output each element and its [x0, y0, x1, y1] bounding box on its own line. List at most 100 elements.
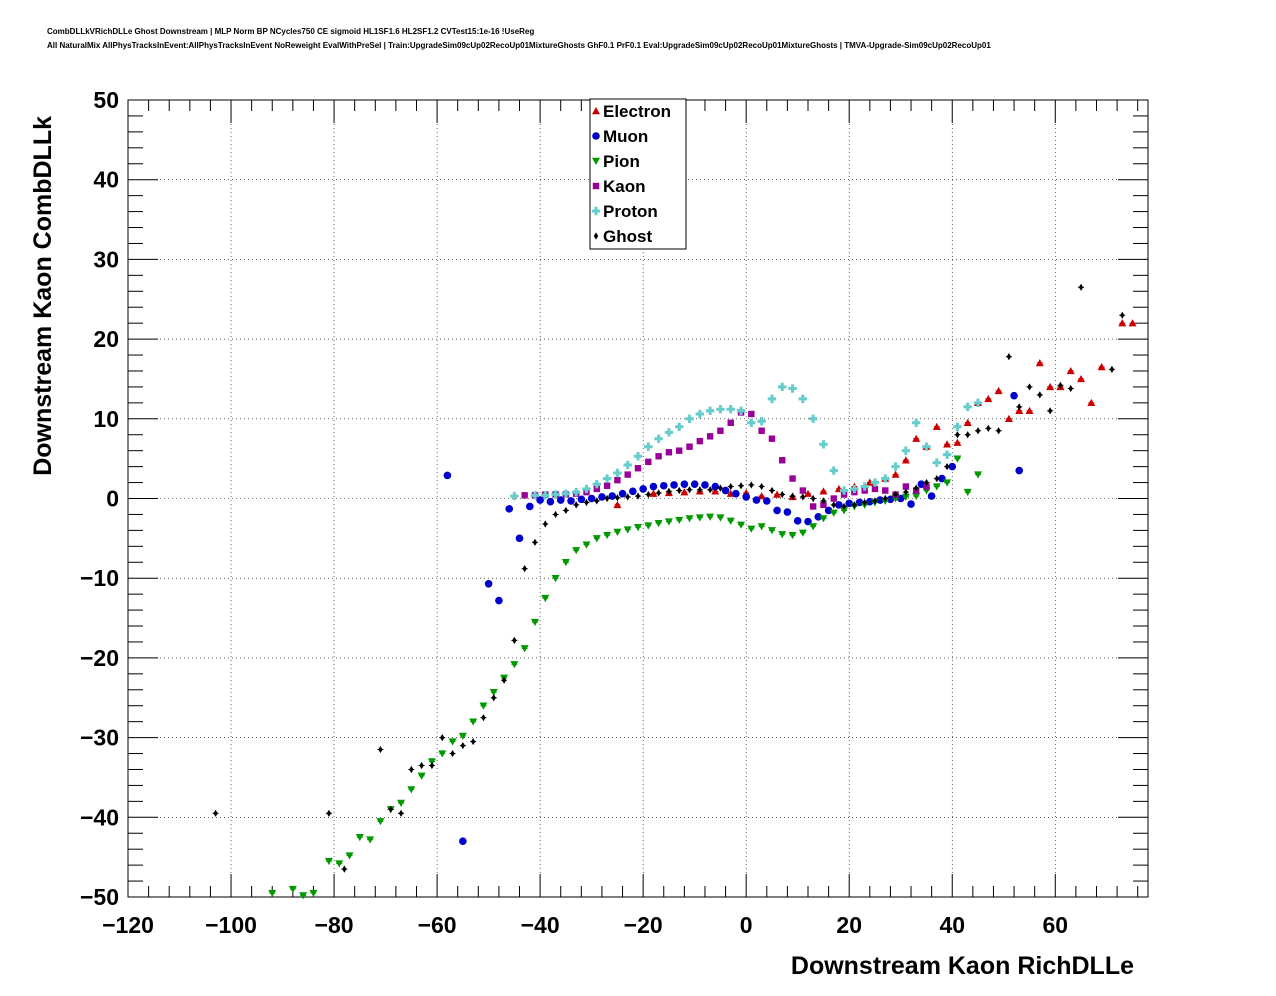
muon-point [618, 489, 627, 498]
ghost-point [604, 494, 610, 503]
muon-point [752, 496, 761, 504]
y-axis-title: Downstream Kaon CombDLLk [29, 116, 57, 476]
pion-point [530, 618, 539, 627]
ghost-point [646, 490, 651, 499]
electron-point [1087, 398, 1096, 407]
electron-point [680, 488, 689, 496]
legend-label-proton: Proton [603, 202, 658, 221]
ghost-point [501, 676, 507, 684]
muon-point [495, 596, 503, 605]
proton-point [798, 394, 808, 404]
ghost-point [615, 494, 620, 502]
pion-point [788, 531, 797, 540]
electron-point [757, 492, 766, 500]
pion-point [912, 492, 921, 501]
kaon-point [634, 465, 642, 472]
electron-point [1077, 374, 1086, 383]
proton-point [736, 406, 746, 416]
ghost-point [481, 714, 486, 722]
ghost-point [1120, 311, 1125, 319]
proton-point [530, 491, 540, 500]
ghost-point [1047, 407, 1053, 415]
ghost-point [831, 501, 836, 509]
ghost-point [934, 474, 939, 483]
proton-point [757, 416, 766, 426]
muon-point [917, 480, 926, 488]
kaon-point [882, 487, 889, 494]
y-tick-label: −20 [80, 645, 119, 671]
pion-point [706, 513, 715, 521]
pion-point [819, 515, 828, 523]
kaon-point [521, 492, 528, 499]
muon-point [701, 481, 709, 489]
ghost-point [656, 489, 661, 497]
kaon-point [809, 503, 817, 510]
pion-point [726, 517, 735, 525]
electron-point [819, 487, 828, 495]
y-tick-label: 30 [93, 246, 119, 272]
kaon-point [902, 483, 910, 490]
muon-point [598, 493, 606, 501]
electron-point [1035, 359, 1044, 367]
proton-point [623, 460, 632, 470]
pion-point [551, 575, 560, 583]
ghost-point [543, 520, 548, 528]
ghost-point [810, 494, 816, 503]
y-tick-label: 10 [93, 406, 119, 432]
ghost-point [532, 538, 538, 546]
muon-point [556, 496, 565, 504]
muon-point [443, 471, 452, 480]
pion-point [737, 521, 746, 529]
kaon-point [603, 482, 611, 489]
series-kaon [521, 409, 930, 510]
pion-point [366, 836, 375, 844]
muon-point [536, 496, 544, 504]
electron-point [1025, 406, 1034, 415]
y-tick-label: 0 [106, 486, 119, 512]
ghost-point [769, 486, 775, 495]
ghost-point [924, 478, 929, 487]
ghost-point [398, 809, 404, 817]
electron-point [804, 489, 812, 497]
kaon-point [727, 419, 734, 426]
ghost-point [573, 501, 579, 509]
kaon-point [676, 447, 683, 454]
kaon-point [768, 435, 776, 442]
ghost-point [913, 484, 919, 492]
muon-point [629, 487, 637, 496]
y-tick-labels: −50 −40 −30 −20 −10 0 10 20 30 40 50 [80, 87, 119, 910]
pion-point [840, 507, 849, 515]
ghost-point [975, 427, 981, 435]
x-tick-label: 20 [836, 912, 862, 938]
proton-point [541, 491, 550, 500]
ghost-point [326, 809, 332, 817]
ghost-point [862, 498, 867, 507]
ghost-point [1006, 353, 1012, 361]
proton-point [510, 491, 519, 501]
muon-point [680, 480, 689, 488]
proton-point [685, 414, 694, 423]
ghost-point [759, 482, 764, 491]
proton-point [819, 440, 828, 449]
pion-point [458, 732, 467, 741]
proton-point [675, 422, 684, 431]
x-tick-label: −80 [315, 912, 354, 938]
ghost-point [1017, 403, 1022, 411]
proton-point [829, 466, 838, 475]
muon-point [670, 481, 678, 489]
electron-point [901, 456, 910, 464]
pion-point [417, 772, 426, 780]
proton-point [901, 446, 911, 455]
proton-point [716, 405, 725, 414]
legend-label-ghost: Ghost [603, 227, 652, 246]
proton-point [963, 402, 972, 412]
pion-point [675, 516, 684, 525]
ghost-point [491, 694, 496, 702]
ghost-point [749, 481, 754, 489]
electron-point [1128, 319, 1137, 327]
ghost-point [1068, 384, 1073, 393]
y-tick-label: 50 [93, 87, 119, 113]
pion-point [809, 523, 818, 531]
muon-point [814, 513, 823, 521]
legend-marker-kaon [592, 182, 600, 190]
